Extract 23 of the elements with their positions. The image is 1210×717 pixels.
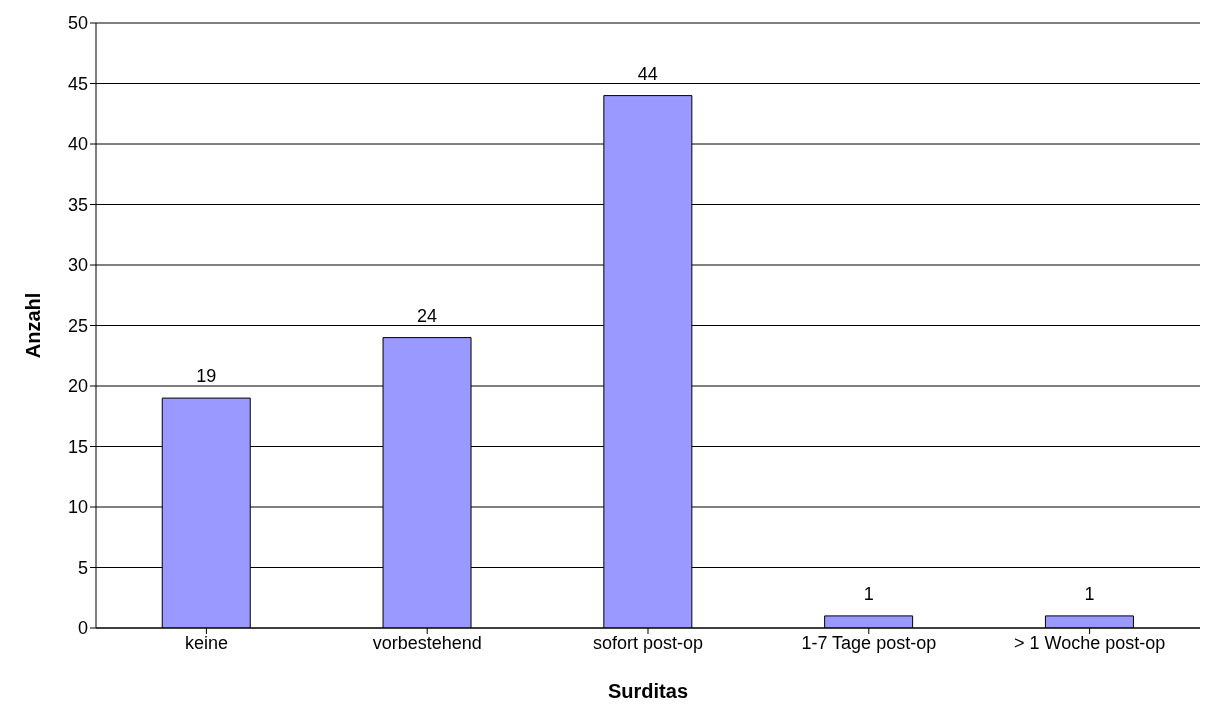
x-tick-label: vorbestehend [372, 632, 482, 653]
data-label: 1 [1084, 583, 1095, 604]
y-axis-title: Anzahl [22, 292, 45, 359]
x-tick-label: > 1 Woche post-op [1013, 632, 1166, 653]
data-label: 19 [196, 366, 217, 387]
x-axis-title: Surditas [607, 680, 689, 702]
y-tick-label: 5 [77, 557, 88, 578]
data-label: 1 [863, 583, 874, 604]
data-label: 24 [417, 305, 438, 326]
y-tick-label: 50 [67, 13, 88, 34]
y-tick-label: 45 [67, 73, 88, 94]
data-label: 44 [637, 63, 658, 84]
y-tick-label: 35 [67, 194, 88, 215]
y-tick-label: 25 [67, 315, 88, 336]
x-tick-label: keine [184, 632, 228, 653]
y-tick-label: 30 [67, 255, 88, 276]
y-tick-label: 20 [67, 376, 88, 397]
y-tick-label: 40 [67, 134, 88, 155]
y-tick-label: 10 [67, 497, 88, 518]
y-tick-label: 15 [67, 436, 88, 457]
x-tick-label: 1-7 Tage post-op [801, 632, 937, 653]
x-tick-label: sofort post-op [592, 632, 704, 653]
y-tick-label: 0 [77, 618, 88, 639]
